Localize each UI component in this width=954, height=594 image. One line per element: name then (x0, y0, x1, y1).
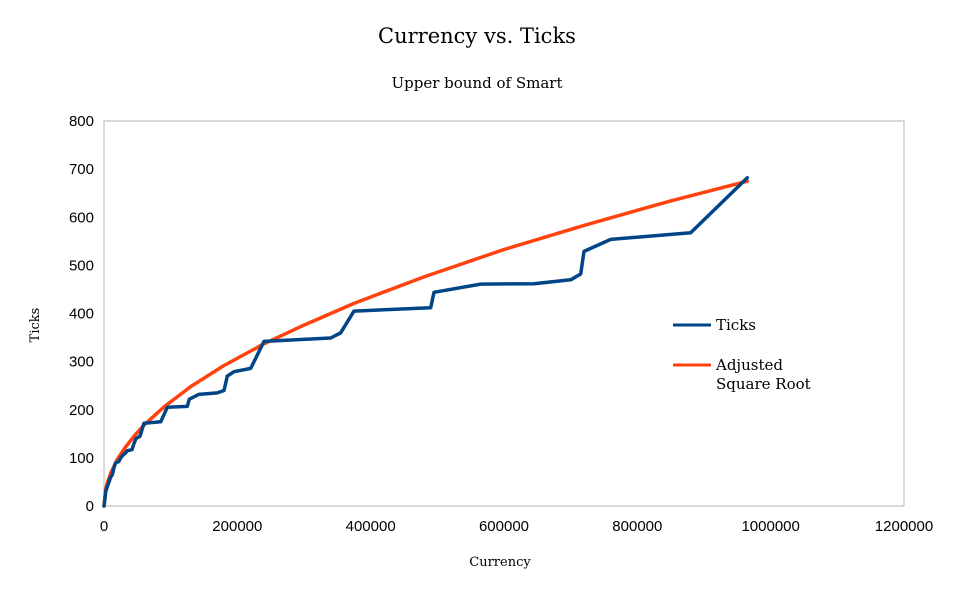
y-tick-label: 100 (69, 450, 94, 467)
series-line-adjusted-square-root (102, 179, 750, 508)
x-tick-label: 400000 (346, 518, 396, 535)
legend-label-ticks: Ticks (716, 316, 756, 334)
x-tick-label: 800000 (612, 518, 662, 535)
x-tick-label: 1000000 (741, 518, 799, 535)
y-tick-label: 700 (69, 161, 94, 178)
y-tick-label: 600 (69, 209, 94, 226)
y-tick-label: 200 (69, 402, 94, 419)
legend: Ticks Adjusted Square Root (673, 316, 811, 393)
y-tick-label: 500 (69, 257, 94, 274)
y-axis-title: Ticks (28, 308, 43, 343)
series-line-ticks (102, 176, 750, 508)
chart-subtitle: Upper bound of Smart (391, 74, 563, 92)
y-tick-label: 0 (86, 498, 94, 515)
y-axis-ticks: 0 100 200 300 400 500 600 700 800 (69, 113, 94, 515)
chart-title: Currency vs. Ticks (378, 24, 576, 48)
plot-area (103, 120, 905, 507)
series-layer (102, 176, 750, 508)
y-tick-label: 300 (69, 354, 94, 371)
y-tick-label: 400 (69, 306, 94, 323)
x-axis-title: Currency (469, 555, 531, 570)
x-tick-label: 1200000 (875, 518, 933, 535)
x-tick-label: 0 (100, 518, 108, 535)
x-axis-ticks: 0 200000 400000 600000 800000 1000000 1200000 (100, 518, 933, 535)
x-tick-label: 200000 (212, 518, 262, 535)
legend-label-adjusted-square-root: Adjusted Square Root (715, 356, 811, 393)
x-tick-label: 600000 (479, 518, 529, 535)
y-tick-label: 800 (69, 113, 94, 130)
